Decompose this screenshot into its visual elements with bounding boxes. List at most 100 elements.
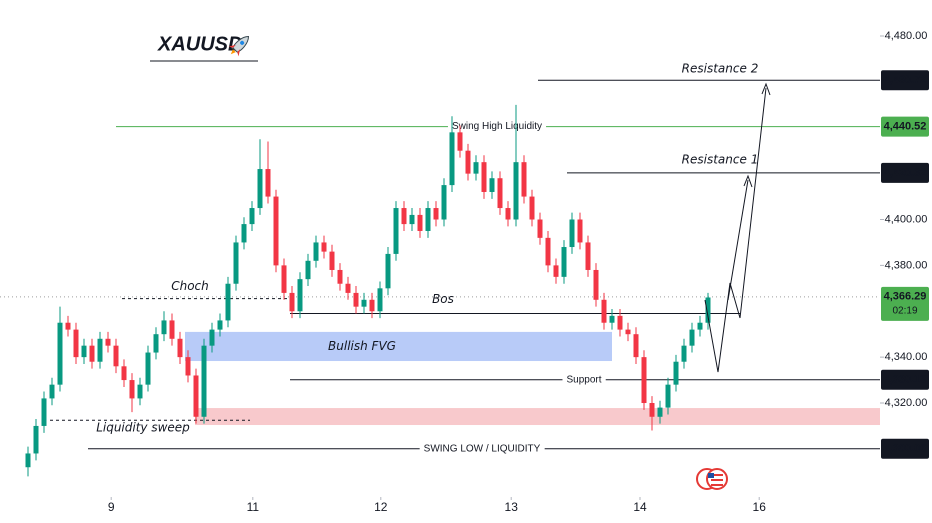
level-label: Support (566, 374, 601, 385)
candle-body (649, 403, 655, 417)
candle-body (321, 242, 327, 252)
projection-branch (727, 179, 749, 301)
mark-label: Choch (171, 279, 209, 293)
candle-body (561, 247, 567, 277)
candle-body (657, 407, 663, 417)
zone (195, 408, 880, 426)
arrow-head (743, 174, 753, 188)
level-label: Swing High Liquidity (452, 121, 542, 132)
candle-body (41, 398, 47, 426)
candle-body (153, 334, 159, 353)
candle-body (481, 162, 487, 192)
candle-body (353, 292, 359, 307)
y-tick-label: 4,400.00 (885, 213, 928, 225)
candle-body (377, 288, 383, 312)
title-block: XAUUSD (150, 33, 258, 62)
candle-body (601, 299, 607, 323)
candle-body (401, 208, 407, 225)
y-tick-label: 4,320.00 (885, 397, 928, 409)
arrow-head (761, 82, 771, 96)
candle-body (233, 242, 239, 284)
candle-body (697, 322, 703, 330)
candle-body (409, 214, 415, 225)
chart-title: XAUUSD (157, 33, 242, 55)
candle-body (225, 283, 231, 321)
candle-body (641, 357, 647, 404)
candle-body (513, 162, 519, 220)
candle-body (73, 329, 79, 358)
price-tag (881, 70, 929, 91)
candle-body (89, 345, 95, 362)
price-tag-label: 4,366.29 (884, 291, 927, 303)
price-tag (881, 116, 929, 137)
candle-body (33, 425, 39, 454)
candle-body (553, 265, 559, 277)
candle-body (129, 380, 135, 399)
y-tick-label: 4,480.00 (885, 30, 928, 42)
price-tag-label: 4,330.13 (884, 374, 927, 386)
candle-body (185, 357, 191, 376)
candle-body (393, 208, 399, 254)
candle-body (593, 269, 599, 300)
candle-body (81, 345, 87, 358)
candle-body (473, 162, 479, 174)
candle-body (169, 320, 175, 339)
candle-body (569, 219, 575, 248)
candle-body (273, 196, 279, 266)
x-tick-label: 12 (374, 500, 388, 514)
candle-body (361, 299, 367, 307)
candle-body (465, 150, 471, 174)
level-label: Resistance 2 (682, 62, 759, 76)
candle-body (497, 178, 503, 209)
candle-body (369, 299, 375, 312)
candle-body (449, 132, 455, 186)
mark-label: Bos (432, 292, 454, 306)
candles (25, 104, 711, 477)
price-tag (881, 286, 929, 321)
candle-body (65, 322, 71, 330)
candle-body (545, 237, 551, 266)
candle-body (665, 384, 671, 408)
rocket-icon (228, 36, 249, 57)
candle-body (681, 345, 687, 362)
candle-body (217, 320, 223, 330)
x-tick-label: 9 (108, 500, 115, 514)
axes: 4,320.00 4,340.00 4,380.00 4,400.00 4,480.00… (108, 30, 929, 514)
candle-body (617, 315, 623, 330)
candle-body (633, 334, 639, 358)
countdown: 02:19 (892, 305, 917, 316)
y-tick-label: 4,340.00 (885, 351, 928, 363)
candle-body (489, 178, 495, 192)
price-tag (881, 438, 929, 459)
y-tick-label: 4,380.00 (885, 259, 928, 271)
candle-body (345, 283, 351, 293)
candle-body (201, 345, 207, 417)
candle-body (329, 251, 335, 270)
annotation-lines: Resistance 2 Swing High Liquidity Resistan… (0, 62, 880, 455)
candle-body (705, 297, 711, 323)
candle-body (673, 361, 679, 385)
candle-body (457, 132, 463, 151)
candle-body (385, 253, 391, 289)
zone (185, 331, 612, 362)
projection (704, 82, 771, 373)
price-tag (881, 162, 929, 183)
mark-label: Liquidity sweep (96, 421, 190, 435)
label-background (447, 120, 547, 133)
price-tag-label: 4,420.32 (884, 167, 927, 179)
candle-body (265, 169, 271, 197)
candle-body (161, 320, 167, 335)
candle-body (113, 345, 119, 367)
candle-body (49, 384, 55, 399)
candle-body (137, 384, 143, 399)
candle-body (585, 242, 591, 270)
x-tick-label: 11 (247, 500, 260, 514)
candle-body (193, 375, 199, 417)
candle-body (289, 292, 295, 312)
candle-body (609, 315, 615, 323)
x-tick-label: 13 (505, 500, 519, 514)
candle-body (105, 338, 111, 346)
x-tick-label: 16 (753, 500, 767, 514)
candle-body (313, 242, 319, 261)
